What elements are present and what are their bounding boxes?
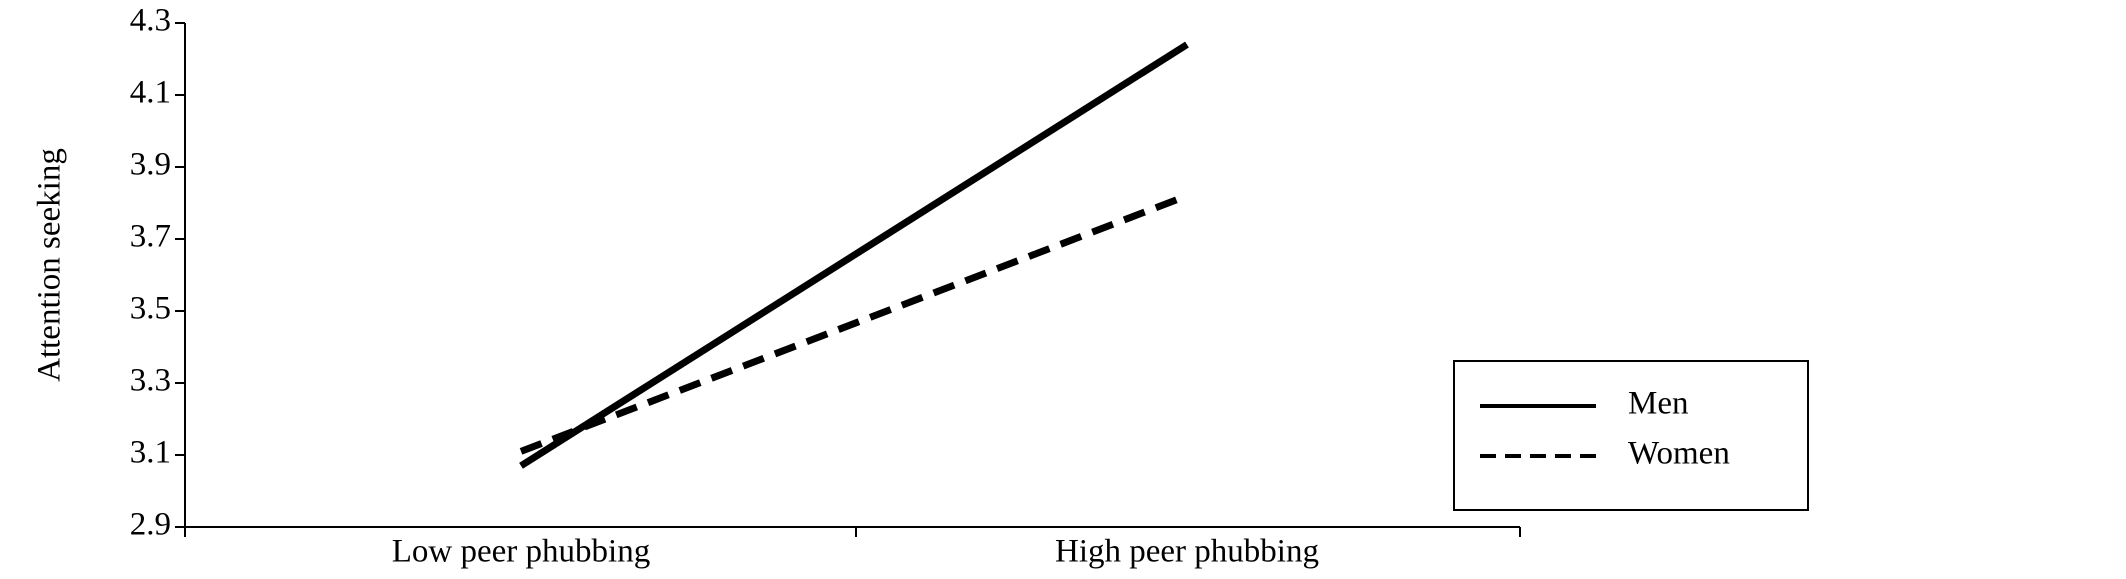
y-tick-label: 3.1 (130, 435, 171, 471)
y-tick-label: 3.9 (130, 147, 171, 183)
series-line (519, 192, 1189, 455)
legend-label: Men (1628, 386, 1689, 422)
series-line (519, 41, 1189, 469)
legend-label: Women (1628, 436, 1730, 472)
y-tick-label: 3.3 (130, 363, 171, 399)
y-tick-label: 3.5 (130, 291, 171, 327)
y-tick-label: 4.1 (130, 75, 171, 111)
x-tick-label: Low peer phubbing (392, 534, 650, 570)
y-tick-label: 3.7 (130, 219, 171, 255)
legend-box (1453, 360, 1809, 511)
x-tick-label: High peer phubbing (1055, 534, 1319, 570)
y-tick-label: 2.9 (130, 507, 171, 543)
y-axis-label: Attention seeking (32, 148, 68, 382)
y-tick-label: 4.3 (130, 3, 171, 39)
